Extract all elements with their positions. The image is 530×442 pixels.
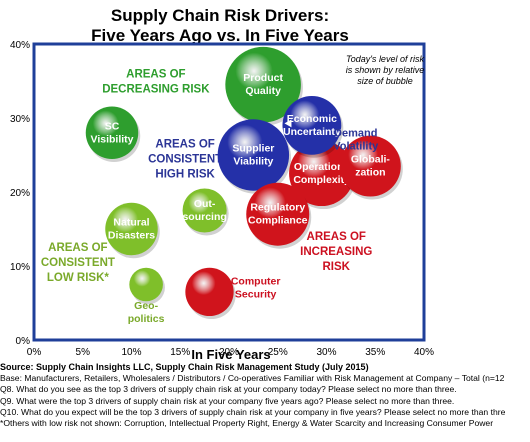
area-label-line: AREAS OF bbox=[307, 231, 366, 243]
bubble-note-line: Today's level of risk bbox=[346, 54, 424, 64]
bubble-note-line: is shown by relative bbox=[346, 65, 425, 75]
bubble-circle bbox=[225, 46, 301, 123]
bubble-label: Economic bbox=[287, 113, 337, 125]
bubble-label: Viability bbox=[233, 156, 273, 168]
title-line-2: Five Years Ago vs. In Five Years bbox=[91, 26, 349, 45]
area-label-line: AREAS OF bbox=[48, 242, 107, 254]
footer-base: Base: Manufacturers, Retailers, Wholesal… bbox=[0, 373, 505, 384]
bubble-label: SC bbox=[105, 120, 120, 132]
bubble-label: politics bbox=[128, 313, 165, 325]
bubble-circle bbox=[246, 182, 310, 246]
bubble-note-line: size of bubble bbox=[357, 76, 413, 86]
area-label-line: HIGH RISK bbox=[155, 169, 215, 181]
x-tick-label: 25% bbox=[268, 347, 288, 358]
footer-source: Source: Supply Chain Insights LLC, Suppl… bbox=[0, 362, 369, 372]
area-label: AREAS OF CONSISTENT LOW RISK* bbox=[41, 242, 115, 284]
x-tick-label: 15% bbox=[170, 347, 190, 358]
bubble-chart: 0% 5% 10% 15% 20% 25% 30% 35% 40% 0% 10% 20% 30% 40% T… bbox=[10, 40, 434, 362]
y-tick-label: 0% bbox=[16, 336, 31, 347]
bubble-label: Computer bbox=[231, 275, 281, 287]
bubble-label: Globali- bbox=[351, 154, 391, 166]
area-label-line: DECREASING RISK bbox=[102, 83, 210, 95]
x-tick-label: 40% bbox=[414, 347, 434, 358]
bubble-label: Supplier bbox=[232, 143, 274, 155]
x-axis-label: In Five Years bbox=[191, 347, 270, 362]
x-tick-label: 35% bbox=[365, 347, 385, 358]
bubble-circle bbox=[217, 119, 290, 191]
bubble-label: Uncertainty bbox=[283, 126, 341, 138]
area-label: AREAS OF INCREASING RISK bbox=[300, 231, 372, 273]
bubble-label: Product bbox=[243, 72, 283, 84]
bubble-label: Demand bbox=[334, 128, 377, 140]
chart-footer: Source: Supply Chain Insights LLC, Suppl… bbox=[0, 362, 530, 429]
pointer-arrow-icon bbox=[284, 119, 292, 128]
footer-q9: Q9. What were the top 3 drivers of suppl… bbox=[0, 395, 455, 406]
bubble-circle bbox=[85, 106, 139, 160]
bubble-label: Complexity bbox=[293, 174, 350, 186]
bubble: Out-sourcing bbox=[182, 188, 229, 236]
bubble: Geo-politics bbox=[128, 267, 165, 325]
x-tick-label: 20% bbox=[219, 347, 239, 358]
bubble-label: sourcing bbox=[182, 211, 226, 223]
bubble-label: Volatility bbox=[333, 141, 379, 153]
area-label-line: CONSISTENT bbox=[148, 154, 222, 166]
bubble-label: Compliance bbox=[248, 215, 308, 227]
area-label-line: AREAS OF bbox=[126, 68, 185, 80]
bubble: Globali-zation bbox=[339, 135, 403, 200]
bubble-label: Security bbox=[235, 288, 277, 300]
footer-q8: Q8. What do you see as the top 3 drivers… bbox=[0, 384, 457, 395]
bubble-label: Quality bbox=[245, 85, 281, 97]
area-label-line: AREAS OF bbox=[155, 139, 214, 151]
x-tick-label: 5% bbox=[76, 347, 91, 358]
y-tick-label: 10% bbox=[10, 262, 30, 273]
title-line-1: Supply Chain Risk Drivers: bbox=[110, 6, 330, 25]
area-label-line: CONSISTENT bbox=[41, 257, 115, 269]
area-label-line: RISK bbox=[323, 261, 351, 273]
area-label: AREAS OF CONSISTENT HIGH RISK bbox=[148, 139, 222, 181]
bubble-label: Geo- bbox=[134, 300, 158, 312]
bubble-label: zation bbox=[355, 167, 385, 179]
bubble-label: Regulatory bbox=[250, 202, 305, 214]
area-label-line: LOW RISK* bbox=[47, 272, 109, 284]
x-tick-label: 10% bbox=[121, 347, 141, 358]
bubble-circle bbox=[339, 135, 401, 197]
bubble-label: Operations bbox=[294, 161, 350, 173]
bubble-label: Natural bbox=[113, 217, 149, 229]
bubble-label: Visibility bbox=[91, 133, 134, 145]
bubble-label: Disasters bbox=[108, 230, 155, 242]
bubble-circle bbox=[185, 267, 234, 317]
footer-others: *Others with low risk not shown: Corrupt… bbox=[0, 418, 494, 429]
bubble-circle bbox=[182, 188, 227, 233]
bubble-circle bbox=[289, 140, 355, 207]
y-tick-label: 30% bbox=[10, 114, 30, 125]
bubble-circle bbox=[282, 96, 342, 155]
x-tick-label: 0% bbox=[27, 347, 42, 358]
bubble-circle bbox=[129, 267, 163, 302]
area-label-line: INCREASING bbox=[300, 246, 372, 258]
bubble-label: Out- bbox=[194, 198, 216, 210]
bubble-circle bbox=[105, 202, 158, 256]
x-tick-label: 30% bbox=[316, 347, 336, 358]
y-tick-label: 40% bbox=[10, 40, 30, 51]
chart-title: Supply Chain Risk Drivers: Five Years Ag… bbox=[0, 6, 440, 46]
area-label: AREAS OF DECREASING RISK bbox=[102, 68, 210, 95]
y-tick-label: 20% bbox=[10, 188, 30, 199]
footer-q10: Q10. What do you expect will be the top … bbox=[0, 406, 506, 417]
